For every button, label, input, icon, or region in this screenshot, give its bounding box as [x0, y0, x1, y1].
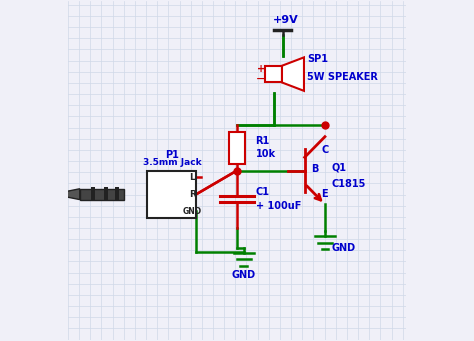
Polygon shape: [59, 189, 80, 199]
Bar: [147, 170, 196, 218]
Text: + 100uF: + 100uF: [255, 201, 301, 211]
Bar: [91, 188, 95, 201]
Text: R: R: [189, 190, 196, 199]
Bar: [80, 189, 124, 199]
Text: GND: GND: [332, 243, 356, 253]
Text: +: +: [257, 64, 265, 74]
Text: GND: GND: [183, 207, 202, 216]
Bar: [265, 66, 282, 83]
Text: SP1: SP1: [307, 54, 328, 64]
Bar: [115, 188, 119, 201]
Text: C: C: [321, 145, 329, 155]
Text: Q1: Q1: [332, 162, 346, 172]
Text: 10k: 10k: [255, 149, 276, 160]
Bar: [229, 132, 245, 164]
Text: 3.5mm Jack: 3.5mm Jack: [143, 158, 201, 167]
Text: GND: GND: [232, 270, 256, 280]
Text: −: −: [256, 74, 266, 84]
Text: C1815: C1815: [332, 179, 366, 189]
Text: R1: R1: [255, 136, 270, 146]
Text: L: L: [190, 173, 195, 182]
Bar: [104, 188, 108, 201]
Text: C1: C1: [255, 188, 270, 197]
Text: B: B: [311, 164, 319, 174]
Text: E: E: [321, 189, 328, 199]
Text: +9V: +9V: [273, 15, 299, 25]
Text: P1: P1: [165, 150, 179, 160]
Polygon shape: [282, 57, 304, 91]
Text: 5W SPEAKER: 5W SPEAKER: [307, 73, 378, 83]
